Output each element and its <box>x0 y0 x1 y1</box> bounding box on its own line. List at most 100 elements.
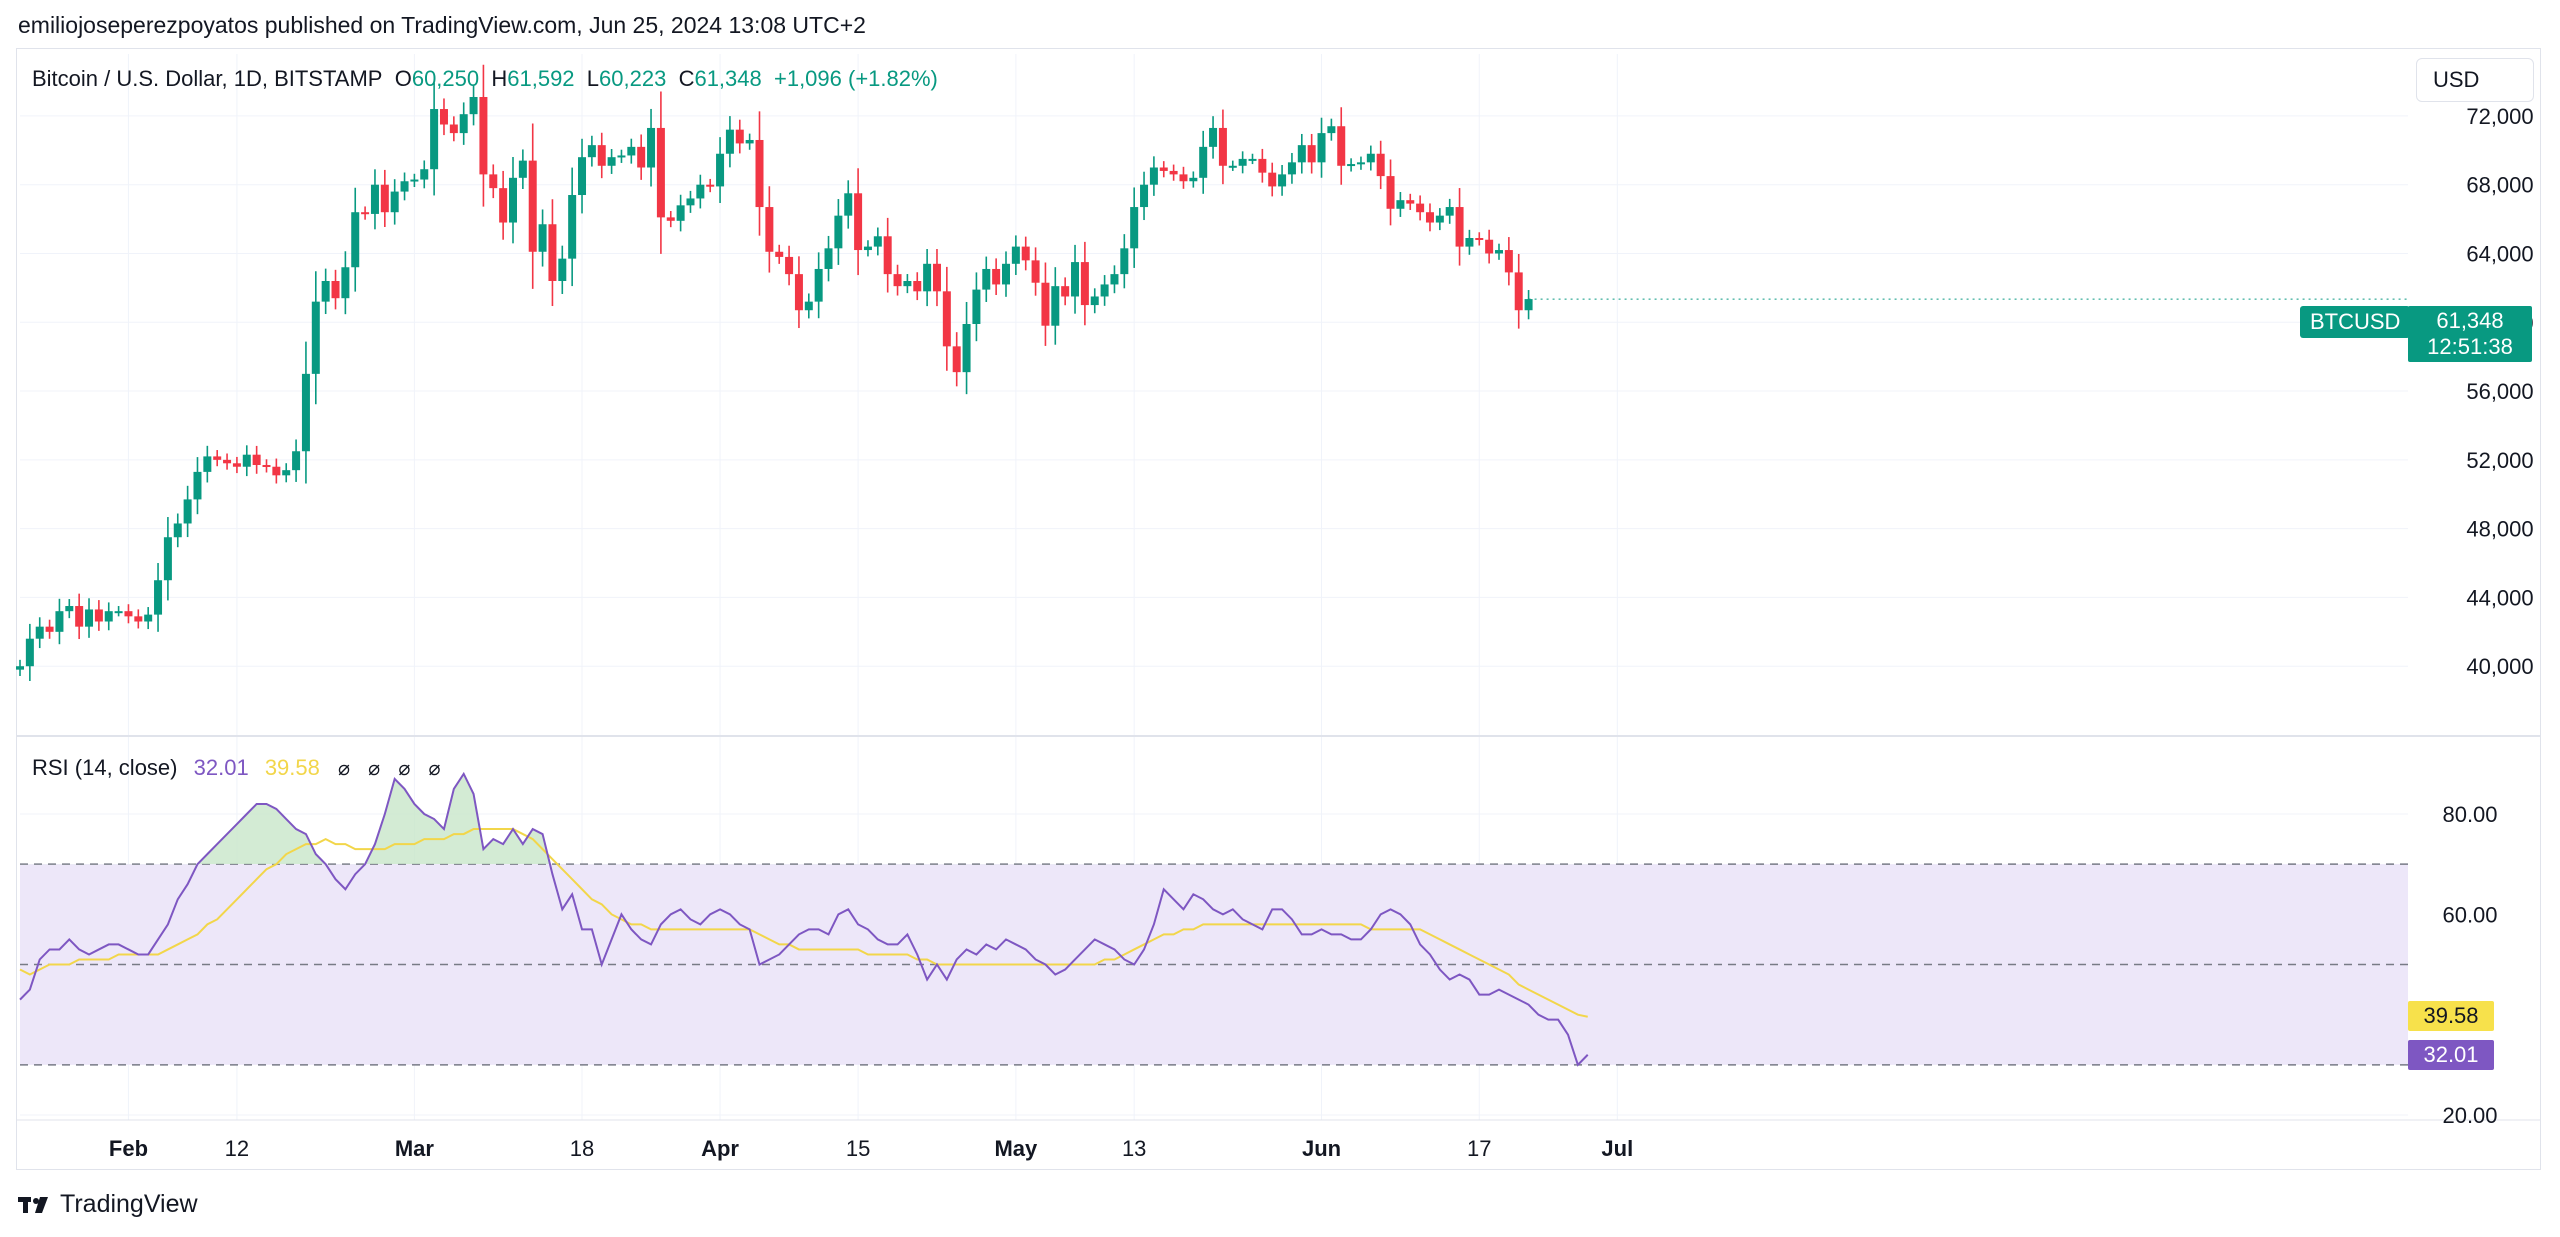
candle <box>755 111 764 236</box>
close-label: C <box>678 66 695 91</box>
eye-off-icon[interactable]: ⌀ <box>338 758 351 780</box>
candle <box>568 167 577 287</box>
currency-button[interactable]: USD <box>2416 58 2534 102</box>
candle <box>509 157 517 244</box>
candle <box>952 332 961 387</box>
candle <box>1071 244 1080 314</box>
candle <box>16 659 24 677</box>
candle <box>647 108 656 187</box>
candle <box>903 274 912 294</box>
candle-body <box>55 611 64 632</box>
candle <box>499 170 508 240</box>
price-tick-label: 72,000 <box>2466 104 2533 129</box>
candle-body <box>913 281 922 292</box>
open-value: 60,250 <box>411 66 480 91</box>
candle-body <box>518 160 527 178</box>
candle-body <box>1485 239 1494 254</box>
candle-body <box>1238 158 1247 166</box>
candle-body <box>1179 174 1188 182</box>
low-value: 60,223 <box>599 66 667 91</box>
candle <box>223 453 232 470</box>
candle <box>1366 145 1375 171</box>
candle <box>193 457 202 515</box>
candle-body <box>469 96 478 115</box>
candle-body <box>814 268 823 302</box>
candle-body <box>1169 170 1178 175</box>
candle-body <box>144 614 153 622</box>
candle <box>1347 158 1356 172</box>
candle <box>1041 262 1050 346</box>
candle <box>134 609 143 629</box>
candle-body <box>1524 299 1533 311</box>
candle <box>992 258 1001 296</box>
candle-body <box>272 466 281 476</box>
candle <box>1514 254 1523 329</box>
ticker-badge: BTCUSD <box>2300 306 2411 338</box>
candle <box>1435 208 1444 231</box>
bar-countdown: 12:51:38 <box>2427 334 2513 359</box>
candle-body <box>183 499 192 524</box>
candle <box>942 266 951 371</box>
candle-body <box>1425 212 1434 223</box>
x-tick-label: Apr <box>701 1136 739 1161</box>
candle <box>1169 164 1178 181</box>
candle <box>775 244 784 264</box>
candle-body <box>489 174 498 189</box>
candle-body <box>932 263 941 292</box>
tradingview-brand[interactable]: TradingView <box>18 1190 198 1219</box>
candle <box>94 600 103 631</box>
candle-body <box>775 251 784 257</box>
tradingview-logo-icon <box>18 1196 48 1213</box>
candle <box>1376 140 1385 190</box>
price-tick-label: 56,000 <box>2466 379 2533 404</box>
eye-off-icon[interactable]: ⌀ <box>398 758 411 780</box>
candle-body <box>380 184 389 213</box>
candle-body <box>1416 203 1425 213</box>
close-value: 61,348 <box>694 66 762 91</box>
candle-body <box>1327 126 1336 134</box>
change-value: +1,096 (+1.82%) <box>773 66 938 91</box>
candle <box>1455 188 1464 266</box>
candle <box>144 607 153 630</box>
candle-body <box>351 212 360 268</box>
candle-body <box>804 301 813 311</box>
candle <box>232 456 241 474</box>
candle <box>163 517 172 601</box>
candle-body <box>1347 164 1356 167</box>
eye-off-icon[interactable]: ⌀ <box>368 758 381 780</box>
candle-body <box>568 195 577 259</box>
x-tick-label: Jun <box>1302 1136 1341 1161</box>
candle <box>262 459 271 473</box>
x-tick-label: Feb <box>109 1136 148 1161</box>
candle-body <box>1149 167 1158 185</box>
candle-body <box>982 268 991 290</box>
candle-body <box>124 611 133 617</box>
candle-body <box>173 523 182 538</box>
candle <box>1386 159 1395 226</box>
candle <box>272 458 281 484</box>
candle <box>1120 234 1129 289</box>
candle-body <box>94 609 103 622</box>
candle-body <box>1356 162 1365 165</box>
candle <box>883 217 892 293</box>
candle <box>676 194 685 232</box>
candle-body <box>242 454 251 467</box>
candle-body <box>1406 200 1415 204</box>
eye-off-icon[interactable]: ⌀ <box>428 758 441 780</box>
candle <box>578 138 587 214</box>
candle-body <box>528 160 537 252</box>
candle-body <box>952 346 961 373</box>
candle-body <box>1090 296 1099 306</box>
candle <box>725 116 734 168</box>
candle <box>982 256 991 302</box>
candle <box>716 137 725 204</box>
candle-body <box>203 456 212 472</box>
candle-body <box>824 248 833 269</box>
candle-body <box>873 236 882 247</box>
candle-body <box>449 124 458 134</box>
candle <box>252 445 261 474</box>
candle <box>735 119 744 154</box>
candle <box>1425 203 1434 232</box>
candle <box>55 598 64 645</box>
